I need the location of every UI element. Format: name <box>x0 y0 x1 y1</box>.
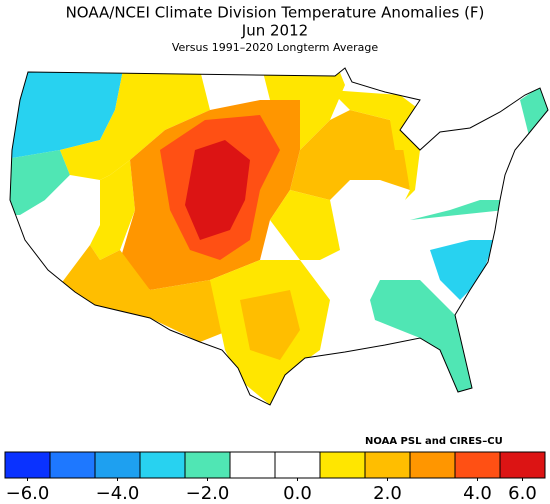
colorbar-tick-label: 0.0 <box>283 483 312 504</box>
colorbar-swatch <box>274 451 321 479</box>
colorbar-swatch <box>454 451 501 479</box>
colorbar-swatch <box>364 451 411 479</box>
title: NOAA/NCEI Climate Division Temperature A… <box>66 4 485 22</box>
colorbar-tick-label: 6.0 <box>508 483 537 504</box>
us-outline <box>9 67 549 406</box>
map <box>10 68 548 405</box>
colorbar-tick-label: 2.0 <box>373 483 402 504</box>
colorbar-swatch <box>139 451 186 479</box>
colorbar-tick-label: −6.0 <box>6 483 50 504</box>
colorbar-swatch <box>319 451 366 479</box>
colorbar-swatch <box>49 451 96 479</box>
colorbar-swatch <box>4 451 51 479</box>
period: Jun 2012 <box>241 22 308 40</box>
colorbar: −6.0 −4.0 −2.0 0.0 2.0 4.0 6.0 <box>4 451 546 504</box>
colorbar-swatch <box>229 451 276 479</box>
colorbar-swatch <box>499 451 546 479</box>
colorbar-swatch <box>94 451 141 479</box>
colorbar-tick-label: −4.0 <box>96 483 140 504</box>
colorbar-tick-label: 4.0 <box>463 483 492 504</box>
credit: NOAA PSL and CIRES–CU <box>365 436 503 447</box>
colorbar-tick-label: −2.0 <box>186 483 230 504</box>
subtitle: Versus 1991–2020 Longterm Average <box>172 41 379 54</box>
colorbar-swatch <box>184 451 231 479</box>
colorbar-swatch <box>409 451 456 479</box>
